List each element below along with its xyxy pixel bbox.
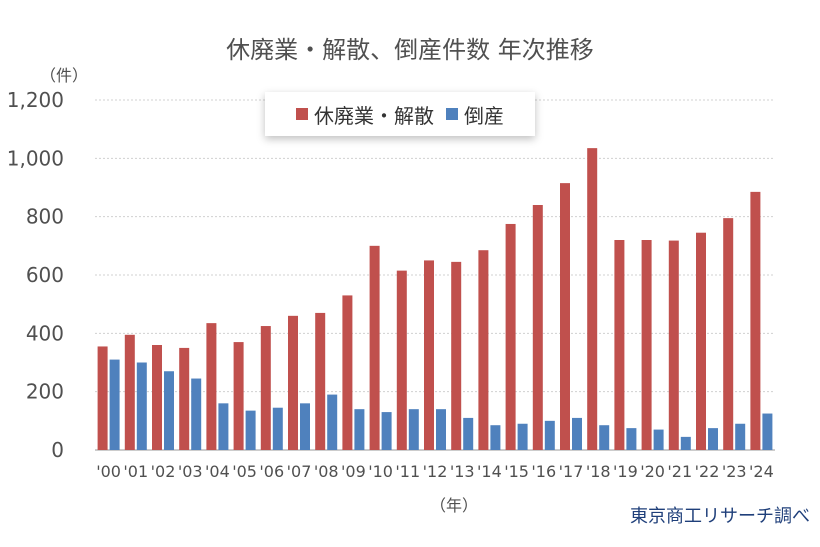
bar-bankruptcies [572,417,582,450]
bar-bankruptcies [653,429,664,450]
x-tick-label: '13 [450,462,475,481]
bar-bankruptcies [245,410,256,450]
bar-bankruptcies [490,425,501,450]
y-tick-label: 800 [26,205,64,229]
y-tick-label: 1,200 [7,88,64,112]
y-tick-label: 1,000 [7,146,64,170]
x-tick-label: '03 [178,462,203,481]
legend-swatch-closures [296,108,308,120]
bar-bankruptcies [544,420,555,450]
bar-bankruptcies [680,436,691,450]
legend-swatch-bankruptcies [446,108,458,120]
x-tick-label: '11 [395,462,420,481]
x-tick-label: '12 [423,462,448,481]
x-tick-label: '21 [667,462,692,481]
bar-bankruptcies [708,428,718,450]
bar-closures [641,240,652,450]
x-tick-label: '15 [504,462,529,481]
bar-bankruptcies [762,413,773,450]
bar-closures [451,261,462,450]
bar-closures [288,315,298,450]
bar-closures [587,148,598,450]
bar-closures [396,270,407,450]
x-tick-label: '04 [205,462,230,481]
x-tick-label: '17 [559,462,584,481]
x-tick-label: '07 [287,462,312,481]
bar-bankruptcies [327,394,338,450]
x-tick-label: '16 [531,462,556,481]
bar-closures [124,334,135,450]
chart-title: 休廃業・解散、倒産件数 年次推移 [226,36,594,64]
bar-closures [206,323,217,450]
bar-closures [260,326,271,450]
bar-bankruptcies [109,359,120,450]
bar-closures [152,345,162,450]
bar-closures [696,232,706,450]
x-tick-label: '02 [151,462,176,481]
y-tick-label: 0 [51,438,64,462]
x-tick-label: '20 [640,462,665,481]
bar-closures [342,295,353,450]
bar-bankruptcies [218,403,229,450]
legend-item-closures: 休廃業・解散 [296,100,434,129]
legend-item-bankruptcies: 倒産 [446,100,504,129]
x-tick-label: '09 [341,462,366,481]
x-tick-label: '08 [314,462,339,481]
bar-closures [424,260,434,450]
x-tick-label: '06 [259,462,284,481]
x-tick-label: '14 [477,462,502,481]
bar-bankruptcies [517,423,528,450]
bar-bankruptcies [354,409,365,450]
bar-bankruptcies [300,403,310,450]
y-tick-label: 200 [26,380,64,404]
bar-closures [560,183,570,450]
bar-closures [668,240,679,450]
x-tick-label: '00 [96,462,121,481]
bar-closures [532,205,543,450]
bar-closures [315,312,326,450]
x-tick-label: '18 [586,462,611,481]
x-tick-label: '01 [123,462,148,481]
x-tick-label: '23 [722,462,747,481]
bar-closures [505,223,516,450]
bar-closures [97,346,108,450]
y-axis-unit-label: （件） [40,66,89,85]
bar-closures [478,250,489,450]
bar-bankruptcies [408,409,419,450]
bar-bankruptcies [599,425,610,450]
x-tick-label: '22 [695,462,720,481]
bar-closures [233,342,244,450]
bar-closures [750,191,761,450]
bar-closures [723,218,734,450]
bar-bankruptcies [436,409,446,450]
legend-label-closures: 休廃業・解散 [314,103,434,128]
bar-closures [614,240,625,450]
bar-bankruptcies [381,412,392,450]
bar-bankruptcies [272,407,283,450]
bar-bankruptcies [463,417,474,450]
bar-bankruptcies [136,362,147,450]
x-tick-label: '10 [368,462,393,481]
bar-closures [179,347,190,450]
bar-bankruptcies [191,378,202,450]
legend-label-bankruptcies: 倒産 [464,103,504,128]
bar-bankruptcies [735,423,746,450]
x-axis-unit-label: （年） [430,496,479,515]
legend: 休廃業・解散 倒産 [265,92,535,136]
x-tick-label: '19 [613,462,638,481]
bar-bankruptcies [164,371,174,450]
bar-closures [369,245,380,450]
x-tick-label: '24 [749,462,774,481]
x-tick-label: '05 [232,462,257,481]
y-tick-label: 600 [26,263,64,287]
y-tick-label: 400 [26,321,64,345]
source-note: 東京商工リサーチ調べ [630,506,810,527]
bar-bankruptcies [626,428,637,450]
